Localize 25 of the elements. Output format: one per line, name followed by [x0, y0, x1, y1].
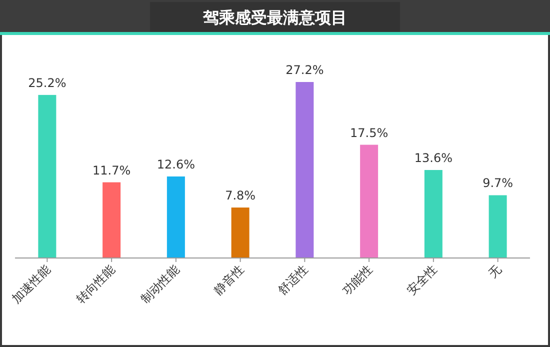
- data-label: 13.6%: [414, 151, 452, 165]
- bar: [296, 82, 314, 258]
- data-label: 25.2%: [28, 76, 66, 90]
- bar: [231, 208, 250, 258]
- x-tick-label: 制动性能: [138, 262, 182, 306]
- bar: [488, 195, 507, 258]
- data-label: 7.8%: [225, 188, 256, 203]
- x-tick-label: 静音性: [211, 262, 246, 298]
- bar: [102, 182, 121, 258]
- x-tick-label: 功能性: [340, 262, 376, 298]
- bar: [360, 144, 378, 258]
- x-tick-label: 转向性能: [74, 262, 118, 306]
- data-label: 17.5%: [350, 126, 388, 140]
- x-tick-label: 安全性: [404, 262, 440, 298]
- data-label: 12.6%: [156, 157, 195, 172]
- bar: [38, 94, 56, 258]
- x-tick-label: 无: [486, 262, 504, 281]
- bar: [166, 176, 185, 258]
- data-label: 9.7%: [482, 176, 514, 190]
- x-tick-label: 加速性能: [9, 262, 54, 306]
- x-tick-label: 舒适性: [275, 262, 311, 298]
- data-label: 27.2%: [286, 63, 324, 77]
- chart-title: 驾乘感受最满意项目: [202, 8, 347, 27]
- data-label: 11.7%: [92, 163, 131, 178]
- bar: [424, 170, 442, 258]
